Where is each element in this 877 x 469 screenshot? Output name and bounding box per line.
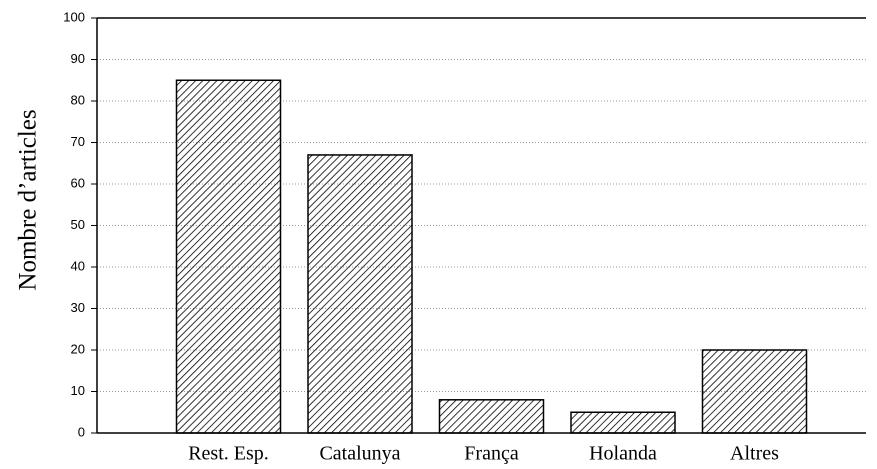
bar xyxy=(701,349,808,434)
bar xyxy=(438,399,545,434)
x-tick-label: Holanda xyxy=(589,443,657,465)
bar xyxy=(570,411,676,434)
y-tick-label: 0 xyxy=(78,424,85,439)
x-tick-label: Catalunya xyxy=(319,443,400,465)
bar xyxy=(307,154,413,434)
y-tick-label: 60 xyxy=(71,175,85,190)
y-tick-label: 20 xyxy=(71,341,85,356)
y-tick-label: 70 xyxy=(71,134,85,149)
x-tick-label: Altres xyxy=(730,443,779,465)
y-tick-label: 30 xyxy=(71,300,85,315)
y-tick-label: 90 xyxy=(71,51,85,66)
x-tick-label: França xyxy=(464,443,519,465)
y-tick-label: 50 xyxy=(71,217,85,232)
x-tick-label: Rest. Esp. xyxy=(188,443,269,465)
y-tick-label: 100 xyxy=(63,9,85,24)
y-axis-label: Nombre d’articles xyxy=(15,109,42,290)
y-tick-label: 10 xyxy=(71,383,85,398)
y-tick-label: 40 xyxy=(71,258,85,273)
bar xyxy=(175,79,282,434)
y-tick-label: 80 xyxy=(71,92,85,107)
